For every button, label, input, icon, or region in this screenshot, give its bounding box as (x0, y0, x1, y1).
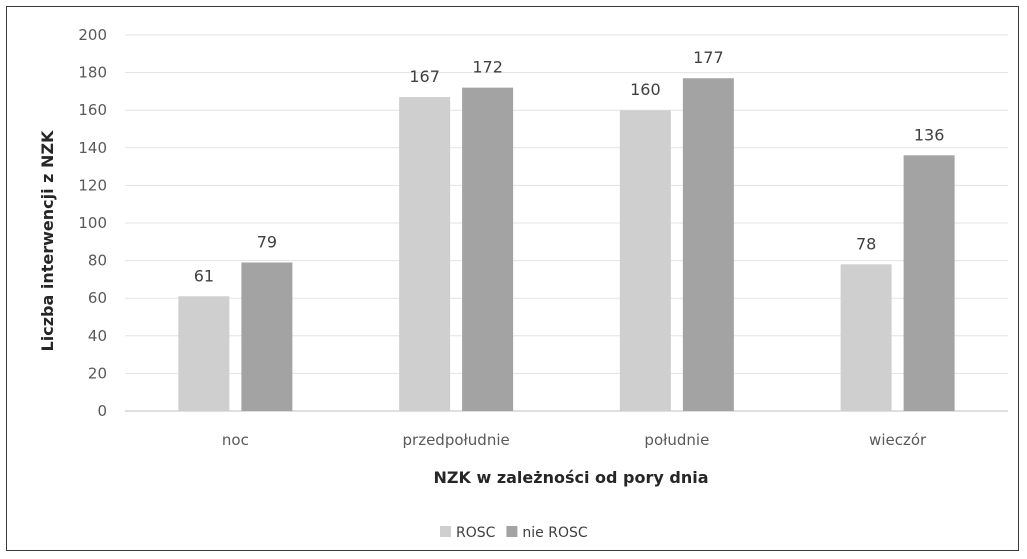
legend-swatch (506, 526, 518, 537)
bar-rosc (399, 97, 451, 411)
x-axis-ticks: noc przedpołudnie południe wieczór (222, 431, 927, 449)
data-labels: 61 79 167 172 160 177 78 136 (194, 48, 945, 285)
x-axis-title: NZK w zależności od pory dnia (434, 468, 709, 487)
data-label: 61 (194, 266, 214, 285)
x-tick-label: południe (644, 431, 709, 449)
bars (178, 78, 955, 412)
x-tick-label: przedpołudnie (403, 431, 510, 449)
bar-nie-rosc (241, 262, 293, 411)
x-tick-label: noc (222, 431, 249, 449)
data-label: 78 (856, 234, 876, 253)
y-tick-label: 40 (88, 327, 107, 345)
bar-nie-rosc (462, 87, 514, 411)
y-tick-label: 20 (88, 364, 107, 382)
y-axis-title: Liczba interwencji z NZK (38, 130, 57, 351)
data-label: 177 (693, 48, 724, 67)
y-tick-label: 100 (78, 214, 107, 232)
bar-rosc (178, 296, 230, 411)
y-tick-label: 60 (88, 289, 107, 307)
bar-nie-rosc (903, 155, 955, 411)
y-tick-label: 140 (78, 139, 107, 157)
x-tick-label: wieczór (869, 431, 927, 449)
data-label: 79 (257, 232, 277, 251)
y-tick-label: 200 (78, 26, 107, 44)
bar-rosc (840, 264, 892, 411)
y-tick-label: 160 (78, 101, 107, 119)
legend-swatch (440, 526, 451, 537)
y-tick-label: 120 (78, 176, 107, 194)
data-label: 136 (914, 125, 945, 144)
legend-label: ROSC (456, 525, 496, 541)
y-tick-label: 180 (78, 64, 107, 82)
data-label: 172 (472, 58, 503, 77)
data-label: 160 (630, 80, 661, 99)
bar-nie-rosc (682, 78, 734, 412)
legend: ROSC nie ROSC (440, 525, 588, 541)
y-tick-label: 80 (88, 252, 107, 270)
data-label: 167 (409, 67, 440, 86)
y-axis-ticks: 0 20 40 60 80 100 120 140 160 180 200 (78, 26, 107, 420)
y-tick-label: 0 (97, 402, 107, 420)
legend-label: nie ROSC (522, 525, 587, 541)
bar-rosc (619, 110, 671, 411)
